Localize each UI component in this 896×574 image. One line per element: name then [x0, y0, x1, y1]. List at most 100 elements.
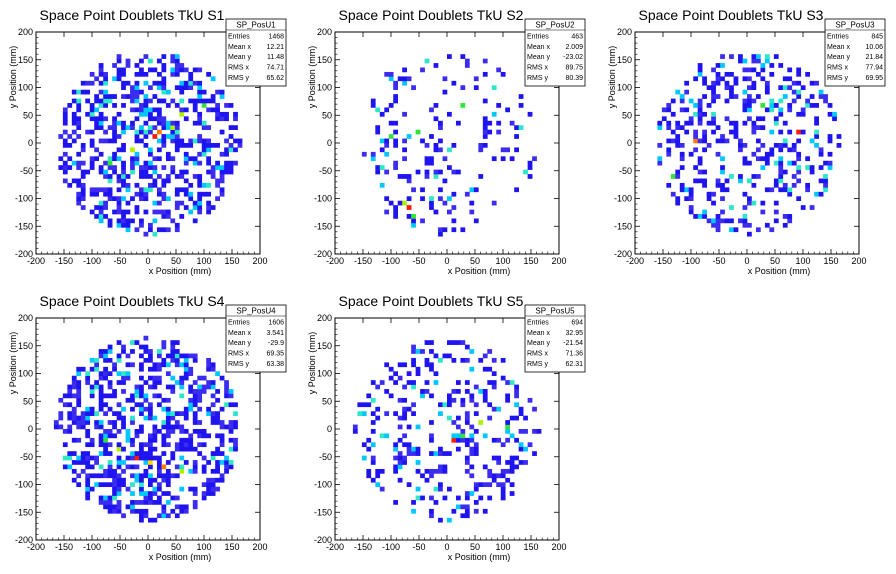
heatmap-bin	[657, 160, 663, 166]
heatmap-bin	[384, 389, 390, 394]
heatmap-bin	[107, 187, 113, 193]
heatmap-bin	[161, 508, 167, 514]
heatmap-bin	[469, 393, 475, 399]
x-tick-label: -50	[412, 542, 425, 552]
heatmap-bin	[152, 200, 158, 206]
heatmap-bin	[438, 169, 443, 175]
chart-title: Space Point Doublets TkU S5	[339, 293, 524, 309]
heatmap-bin	[103, 375, 108, 381]
heatmap-bin	[62, 160, 68, 166]
heatmap-bin	[720, 209, 725, 215]
heatmap-bin	[836, 134, 842, 139]
heatmap-bin	[76, 402, 82, 408]
heatmap-bin	[103, 129, 108, 135]
heatmap-bin	[393, 500, 399, 505]
heatmap-bin	[429, 513, 434, 519]
heatmap-bin	[233, 160, 238, 166]
heatmap-bin	[62, 116, 68, 122]
heatmap-bin	[742, 143, 748, 148]
heatmap-bin	[139, 451, 144, 456]
heatmap-bin	[121, 94, 126, 99]
heatmap-bin	[197, 85, 203, 91]
heatmap-bin	[469, 200, 475, 206]
heatmap-bin	[747, 85, 752, 91]
heatmap-bin	[715, 71, 721, 77]
heatmap-bin	[152, 415, 158, 421]
heatmap-bin	[183, 178, 189, 184]
heatmap-bin	[751, 120, 757, 126]
heatmap-bin	[152, 446, 158, 452]
heatmap-bin	[130, 160, 135, 166]
heatmap-bin	[80, 468, 86, 474]
heatmap-bin	[729, 71, 734, 77]
heatmap-bin	[473, 187, 479, 193]
heatmap-bin	[103, 191, 108, 197]
heatmap-bin	[509, 460, 515, 465]
heatmap-bin	[107, 344, 113, 350]
heatmap-bin	[393, 160, 399, 166]
heatmap-bin	[370, 397, 376, 403]
heatmap-bin	[397, 451, 403, 456]
heatmap-bin	[438, 517, 443, 523]
heatmap-bin	[188, 437, 194, 443]
heatmap-bin	[720, 165, 725, 170]
heatmap-bin	[384, 362, 390, 368]
heatmap-bin	[228, 402, 234, 408]
heatmap-bin	[451, 437, 457, 443]
heatmap-bin	[161, 227, 167, 233]
heatmap-bin	[397, 362, 403, 368]
heatmap-bin	[125, 437, 131, 443]
heatmap-bin	[464, 491, 470, 496]
heatmap-bin	[98, 116, 104, 122]
heatmap-bin	[688, 205, 694, 210]
heatmap-bin	[460, 103, 466, 108]
heatmap-bin	[720, 63, 725, 68]
stats-box-name: SP_PosU2	[535, 21, 575, 30]
heatmap-bin	[442, 76, 448, 82]
heatmap-bin	[715, 63, 721, 68]
heatmap-bin	[424, 468, 430, 474]
heatmap-bin	[174, 129, 180, 135]
heatmap-bin	[116, 187, 122, 193]
heatmap-bin	[112, 468, 117, 474]
heatmap-bin	[411, 500, 416, 505]
heatmap-bin	[697, 169, 703, 175]
heatmap-bin	[720, 138, 725, 144]
heatmap-bin	[134, 473, 140, 479]
heatmap-bin	[796, 151, 802, 157]
heatmap-bin	[161, 473, 167, 479]
heatmap-bin	[174, 143, 180, 148]
heatmap-bin	[805, 165, 811, 170]
heatmap-bin	[366, 393, 372, 399]
heatmap-bin	[210, 384, 216, 390]
heatmap-bin	[702, 76, 707, 82]
heatmap-bin	[688, 116, 694, 122]
heatmap-bin	[125, 429, 131, 434]
heatmap-bin	[796, 129, 802, 135]
heatmap-bin	[460, 402, 466, 408]
heatmap-bin	[165, 214, 171, 219]
x-tick-label: 50	[470, 542, 480, 552]
heatmap-bin	[800, 111, 806, 117]
heatmap-bin	[742, 222, 748, 228]
heatmap-bin	[143, 143, 149, 148]
heatmap-bin	[98, 218, 104, 224]
heatmap-bin	[139, 89, 144, 95]
heatmap-bin	[366, 446, 372, 452]
heatmap-bin	[161, 362, 167, 368]
heatmap-bin	[675, 138, 681, 144]
heatmap-bin	[406, 205, 412, 210]
heatmap-bin	[751, 182, 757, 188]
stats-label: RMS y	[527, 75, 549, 82]
heatmap-bin	[134, 151, 140, 157]
heatmap-bin	[139, 165, 144, 170]
heatmap-bin	[165, 353, 171, 359]
heatmap-bin	[688, 209, 694, 215]
heatmap-bin	[89, 209, 95, 215]
heatmap-bin	[224, 464, 229, 470]
heatmap-bin	[188, 446, 194, 452]
heatmap-bin	[89, 393, 95, 399]
plot-area	[335, 32, 559, 254]
heatmap-bin	[219, 406, 225, 412]
